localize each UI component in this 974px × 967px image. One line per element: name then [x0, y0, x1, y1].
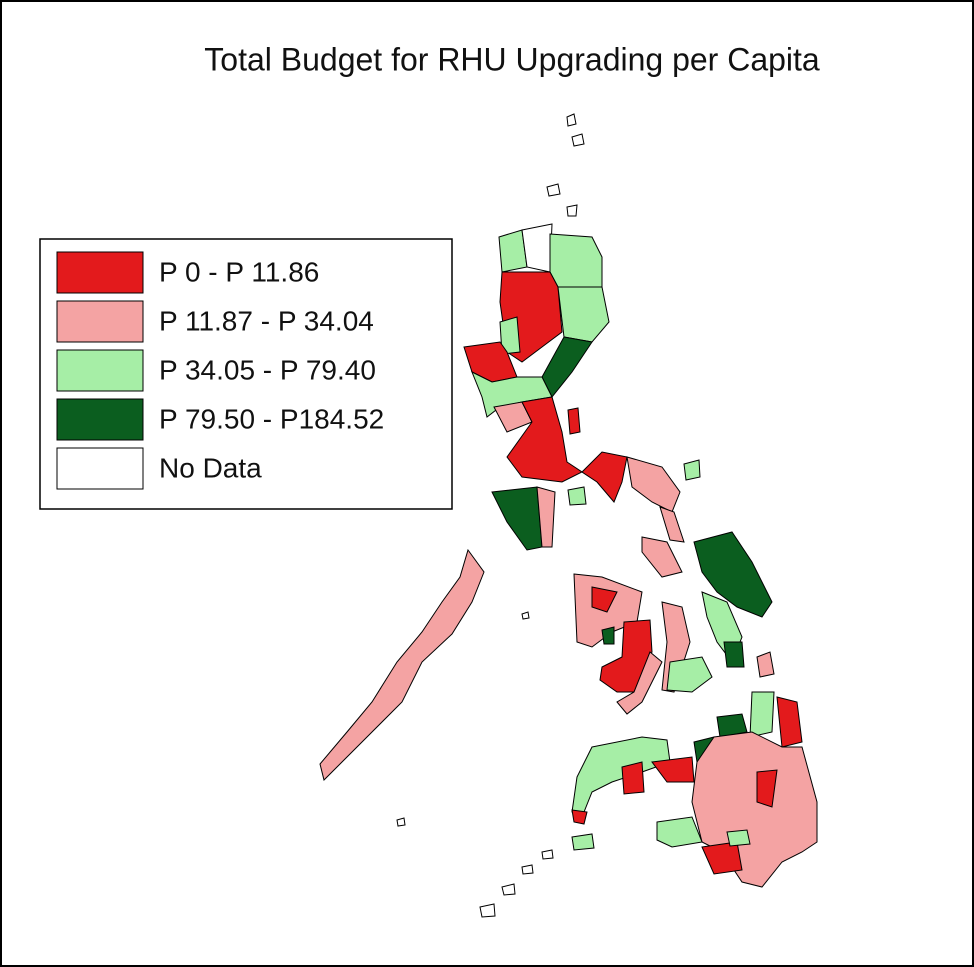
islet [566, 204, 578, 217]
province [621, 761, 645, 795]
province [683, 459, 701, 481]
province [567, 407, 581, 435]
province [541, 336, 593, 398]
legend-swatch [56, 349, 144, 392]
province [571, 833, 595, 851]
islet [396, 817, 406, 827]
islet [479, 903, 496, 918]
province [693, 531, 773, 618]
islet [521, 611, 530, 620]
islet [521, 864, 534, 875]
province [749, 691, 775, 738]
province [651, 756, 695, 783]
provinces [319, 113, 818, 918]
province [666, 656, 713, 693]
province [756, 769, 778, 808]
province [726, 829, 751, 847]
province [701, 841, 743, 875]
province [557, 286, 610, 343]
province [506, 396, 583, 483]
legend-label: P 79.50 - P184.52 [159, 403, 384, 434]
province [616, 651, 663, 715]
province [567, 486, 587, 506]
legend-label: No Data [159, 452, 262, 483]
province [591, 586, 618, 613]
province [571, 736, 671, 818]
province [536, 486, 556, 548]
islet [541, 849, 554, 860]
province [581, 451, 628, 503]
province [319, 548, 485, 781]
legend-label: P 34.05 - P 79.40 [159, 354, 376, 385]
province [626, 456, 681, 513]
islet [501, 883, 516, 896]
province [521, 223, 553, 273]
province [656, 816, 703, 848]
legend-swatch [56, 251, 144, 294]
province [659, 506, 685, 543]
islet [571, 133, 585, 147]
province [776, 696, 803, 748]
map-title: Total Budget for RHU Upgrading per Capit… [204, 41, 820, 77]
province [491, 486, 543, 551]
province [599, 619, 653, 693]
legend: P 0 - P 11.86 P 11.87 - P 34.04 P 34.05 - … [56, 251, 384, 490]
province [549, 233, 603, 288]
province [641, 536, 683, 578]
islet [566, 113, 577, 127]
province [601, 626, 615, 645]
legend-label: P 11.87 - P 34.04 [159, 305, 374, 336]
province [716, 713, 748, 738]
province [756, 651, 775, 678]
legend-swatch [56, 300, 144, 343]
province [723, 641, 745, 668]
province [571, 809, 588, 825]
legend-label: P 0 - P 11.86 [159, 256, 319, 287]
legend-swatch [56, 447, 144, 490]
legend-swatch [56, 398, 144, 441]
islet [546, 183, 561, 197]
